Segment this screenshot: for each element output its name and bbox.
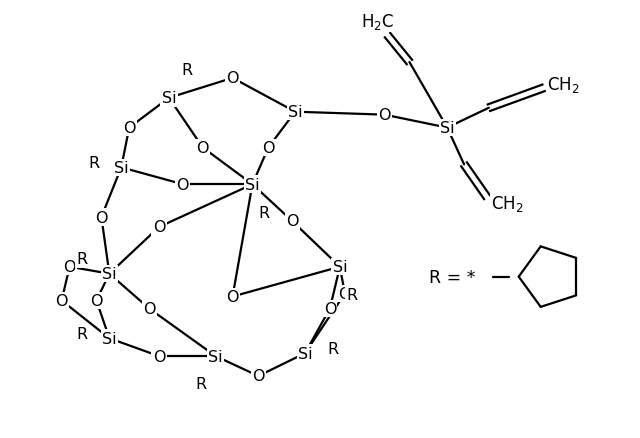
Text: O: O: [339, 286, 351, 301]
Text: O: O: [90, 293, 102, 308]
Text: Si: Si: [333, 260, 347, 275]
Text: O: O: [324, 301, 336, 316]
Text: O: O: [262, 141, 275, 155]
Text: Si: Si: [114, 160, 129, 176]
Text: O: O: [63, 260, 76, 275]
Text: O: O: [227, 290, 239, 304]
Text: R: R: [195, 377, 206, 392]
Text: Si: Si: [209, 349, 223, 364]
Text: Si: Si: [440, 121, 454, 136]
Text: Si: Si: [102, 331, 116, 346]
Text: H$_2$C: H$_2$C: [361, 12, 394, 32]
Text: R: R: [259, 205, 270, 220]
Text: CH$_2$: CH$_2$: [490, 194, 523, 214]
Text: CH$_2$: CH$_2$: [547, 75, 580, 95]
Text: Si: Si: [162, 91, 176, 106]
Text: O: O: [227, 71, 239, 86]
Text: R: R: [76, 326, 87, 341]
Text: R: R: [76, 252, 87, 267]
Text: Si: Si: [298, 346, 312, 361]
Text: O: O: [143, 301, 156, 316]
Text: O: O: [95, 210, 108, 225]
Text: O: O: [153, 349, 165, 364]
Text: Si: Si: [102, 267, 116, 282]
Text: O: O: [286, 214, 298, 229]
Text: R: R: [88, 155, 99, 170]
Text: Si: Si: [245, 177, 260, 192]
Text: O: O: [56, 293, 68, 308]
Text: R: R: [346, 287, 357, 302]
Text: O: O: [196, 141, 209, 155]
Text: R: R: [327, 341, 339, 356]
Text: O: O: [252, 369, 265, 384]
Text: O: O: [123, 121, 136, 136]
Text: R: R: [181, 64, 193, 78]
Text: O: O: [378, 108, 391, 123]
Text: Si: Si: [288, 105, 303, 120]
Text: O: O: [153, 220, 165, 235]
Text: R = *: R = *: [429, 268, 476, 286]
Text: O: O: [177, 177, 189, 192]
